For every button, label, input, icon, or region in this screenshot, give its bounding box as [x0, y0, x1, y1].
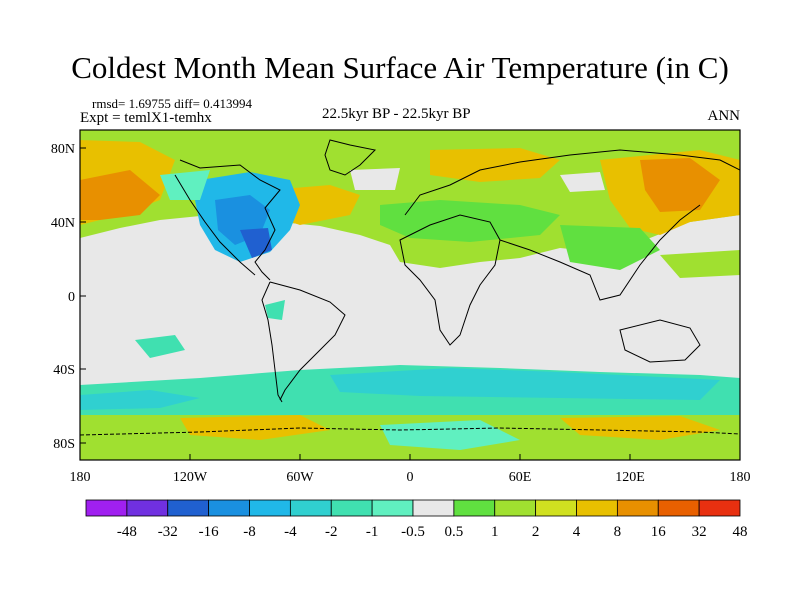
colorbar-label: -16	[199, 524, 219, 540]
colorbar-label: 16	[651, 524, 667, 540]
field-antarctic-cold	[380, 420, 520, 450]
coastlines	[80, 139, 740, 436]
stats-label: rmsd= 1.69755 diff= 0.413994	[92, 96, 252, 111]
field-neutral-patch	[350, 168, 400, 190]
colorbar-label: -48	[117, 524, 137, 540]
x-tick-label: 60E	[509, 470, 532, 485]
period-label: 22.5kyr BP - 22.5kyr BP	[322, 106, 471, 122]
colorbar-swatch	[126, 499, 169, 517]
colorbar-swatch	[167, 499, 210, 517]
coast-asia-south	[499, 204, 701, 301]
colorbar-label: 48	[733, 524, 748, 540]
x-tick-label: 0	[407, 470, 414, 485]
y-tick-label: 40N	[51, 216, 75, 231]
colorbar-swatch	[371, 499, 414, 517]
colorbar-swatch	[453, 499, 496, 517]
coast-greenland	[324, 139, 377, 176]
field-alaska	[160, 170, 210, 200]
colorbar-label: -0.5	[401, 524, 425, 540]
y-axis: 80N 40N 0 40S 80S	[51, 142, 86, 452]
field-south-pacific	[135, 335, 185, 358]
y-tick-label: 40S	[53, 363, 75, 378]
field-pacific-east	[660, 250, 740, 278]
coast-africa	[399, 214, 501, 346]
coast-samerica-east	[269, 281, 346, 401]
colorbar-swatch	[330, 499, 373, 517]
map-title: Coldest Month Mean Surface Air Temperatu…	[71, 50, 729, 85]
x-tick-label: 120W	[173, 470, 208, 485]
x-tick-label: 180	[70, 470, 91, 485]
colorbar-label: -32	[158, 524, 178, 540]
field-samerica-patch	[265, 300, 285, 320]
colorbar-label: 0.5	[445, 524, 464, 540]
x-tick-label: 60W	[286, 470, 314, 485]
season-label: ANN	[707, 108, 741, 124]
colorbar-label: 2	[532, 524, 540, 540]
coast-samerica-west	[261, 281, 283, 403]
colorbar-swatch	[208, 499, 250, 517]
colorbar-label: 4	[573, 524, 581, 540]
y-tick-label: 80S	[53, 437, 75, 452]
field-antarctic-warm	[180, 415, 330, 440]
colorbar-swatch	[494, 499, 537, 517]
field-southern-ocean-west	[80, 390, 200, 410]
colorbar-swatch	[616, 499, 659, 517]
colorbar-label: -1	[366, 524, 379, 540]
y-tick-label: 0	[68, 290, 75, 305]
coast-antarctica	[80, 427, 740, 436]
field-pacific-north-hot	[80, 170, 160, 220]
field-siberia-hot	[640, 158, 720, 212]
field-antarctic-warm-2	[560, 416, 720, 440]
colorbar-swatch	[657, 499, 700, 517]
x-axis: 180 120W 60W 0 60E 120E 180	[70, 454, 751, 485]
colorbar-swatch	[85, 499, 128, 517]
colorbar-swatch	[576, 499, 618, 517]
colorbar-swatch	[412, 499, 455, 517]
colorbar-swatch	[289, 499, 332, 517]
coast-eurasia-north	[404, 149, 740, 216]
colorbar-swatch	[535, 499, 577, 517]
field-neutral-patch-2	[560, 172, 605, 192]
colorbar: -48 -32 -16 -8 -4 -2 -1 -0.5 0.5 1 2 4 8 16 32 48	[85, 499, 748, 540]
field-europe	[380, 200, 560, 242]
temperature-field	[80, 130, 740, 460]
colorbar-swatch	[698, 499, 741, 517]
colorbar-label: 1	[491, 524, 499, 540]
colorbar-label: 8	[614, 524, 622, 540]
coast-namerica	[179, 159, 281, 281]
x-tick-label: 180	[730, 470, 751, 485]
x-tick-label: 120E	[615, 470, 645, 485]
colorbar-swatch	[249, 499, 291, 517]
field-arctic	[430, 148, 560, 182]
colorbar-label: 32	[692, 524, 707, 540]
field-southern-ocean-cold	[330, 368, 720, 400]
y-tick-label: 80N	[51, 142, 75, 157]
colorbar-label: -8	[243, 524, 256, 540]
coast-australia	[619, 319, 701, 363]
colorbar-label: -4	[284, 524, 297, 540]
field-asia	[560, 225, 660, 270]
colorbar-label: -2	[325, 524, 338, 540]
experiment-label: Expt = temlX1-temhx	[80, 110, 212, 126]
coast-namerica-west	[174, 174, 256, 276]
